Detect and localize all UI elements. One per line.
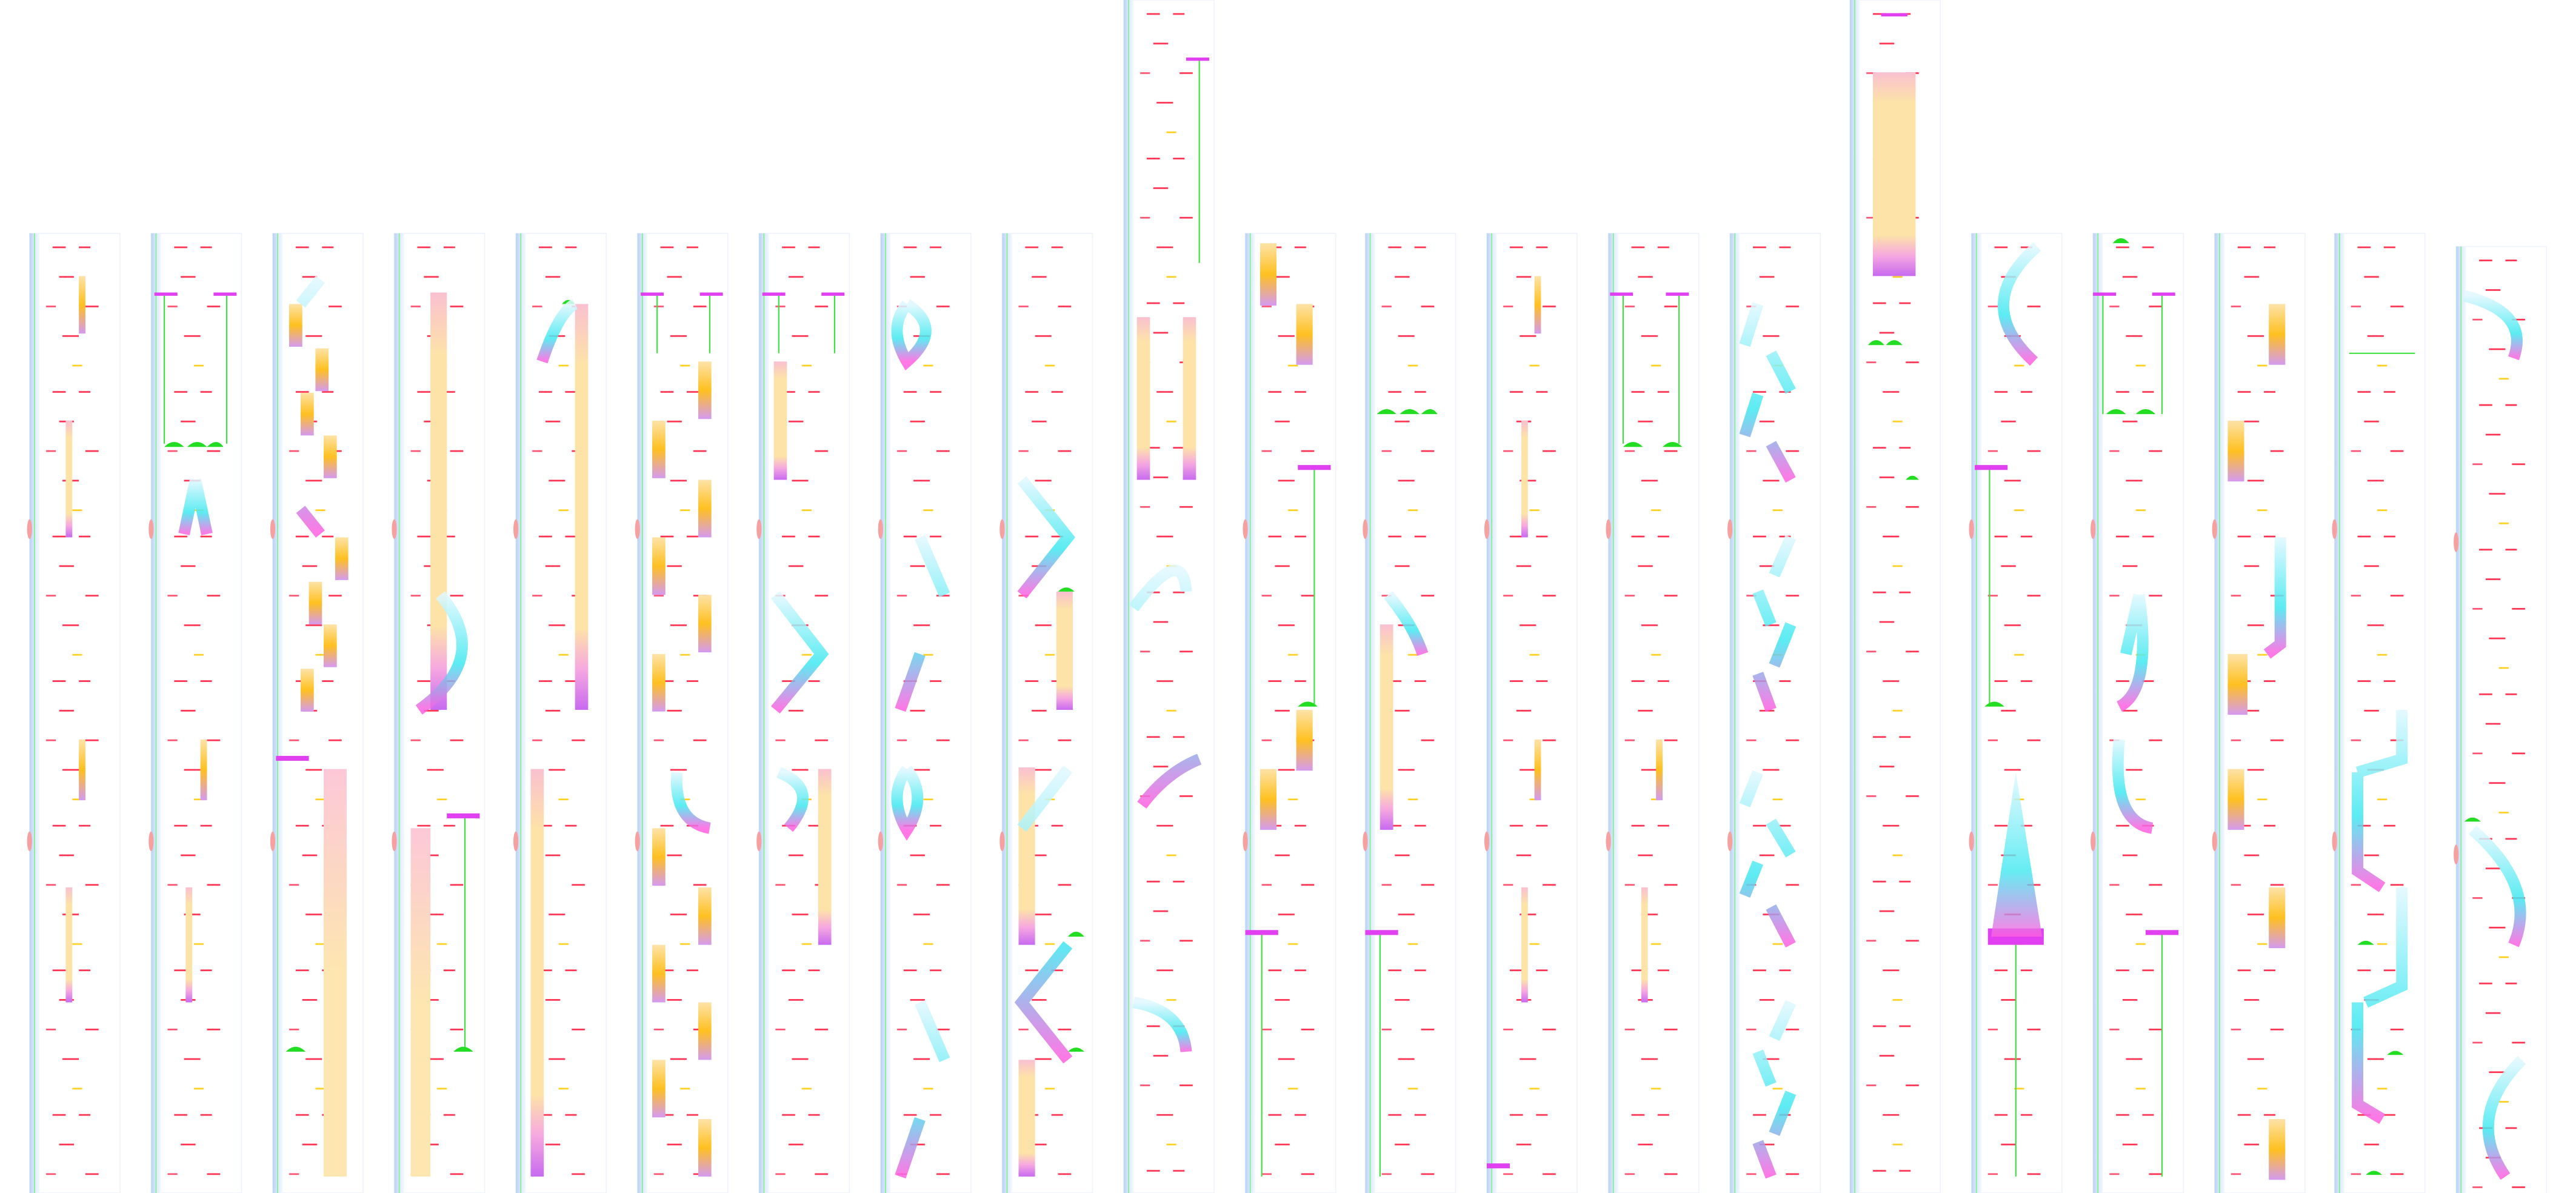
ribbons: [178, 242, 2526, 1180]
bar: [79, 276, 85, 334]
bar: [410, 828, 431, 1177]
column: [1362, 232, 1457, 1193]
tip: [1881, 13, 1907, 17]
bar: [301, 392, 314, 436]
bar: [309, 581, 322, 625]
column: [1483, 232, 1578, 1193]
bar: [652, 1060, 666, 1118]
bar: [698, 887, 712, 945]
column: [2211, 232, 2306, 1193]
bar: [1018, 767, 1035, 945]
bar: [1534, 739, 1541, 801]
bar: [1018, 1060, 1035, 1177]
column: [2331, 232, 2426, 1193]
bar: [652, 944, 666, 1003]
bar: [1521, 420, 1528, 538]
bar: [1872, 72, 1916, 276]
bar: [323, 769, 347, 1177]
bars: [65, 13, 2286, 1180]
bar: [698, 1118, 712, 1177]
bar: [1296, 710, 1313, 771]
bar: [818, 769, 832, 945]
column: [26, 232, 121, 1193]
bar: [79, 739, 85, 801]
bar: [698, 595, 712, 653]
bar: [200, 739, 207, 801]
bar: [1656, 739, 1663, 801]
bar: [698, 361, 712, 419]
column: [755, 232, 850, 1193]
bar: [652, 828, 666, 886]
bar: [1380, 624, 1393, 830]
columns: [26, 0, 2548, 1193]
bar: [2269, 887, 2286, 949]
bar: [323, 435, 337, 478]
bar: [1136, 317, 1150, 480]
bar: [1056, 591, 1073, 710]
column: [634, 232, 729, 1193]
bar: [65, 887, 73, 1003]
bar: [1641, 887, 1648, 1003]
bar: [323, 624, 337, 667]
bar: [652, 653, 666, 712]
connectors: [163, 61, 2415, 1177]
bar: [2227, 653, 2247, 715]
bar: [2269, 304, 2286, 365]
bar: [698, 1002, 712, 1060]
bar: [1260, 243, 1277, 306]
bar: [1260, 769, 1277, 830]
column: [2452, 246, 2548, 1193]
column: [877, 232, 972, 1193]
bar: [2227, 420, 2244, 482]
bar: [530, 769, 544, 1177]
column: [512, 232, 607, 1193]
column: [1605, 232, 1700, 1193]
bar: [575, 304, 589, 710]
bar: [1534, 276, 1541, 334]
bar: [698, 480, 712, 538]
bar: [1183, 317, 1196, 480]
bar: [301, 669, 314, 712]
column: [1726, 232, 1821, 1193]
bar: [1521, 887, 1528, 1003]
bar: [652, 420, 666, 478]
bar: [1296, 304, 1313, 365]
bar: [430, 292, 447, 710]
bar: [652, 537, 666, 595]
bar: [289, 304, 302, 347]
column: [2089, 232, 2184, 1193]
bar: [65, 420, 73, 538]
bar: [2227, 769, 2244, 830]
canvas: [26, 0, 2548, 1193]
bar: [315, 348, 329, 392]
column: [147, 232, 242, 1193]
column: [1242, 232, 1336, 1193]
bar: [335, 537, 349, 580]
bar: [2269, 1118, 2286, 1180]
funnel: [1991, 772, 2043, 937]
markers: [164, 238, 2481, 1175]
bar: [773, 361, 787, 480]
bar: [185, 887, 193, 1003]
